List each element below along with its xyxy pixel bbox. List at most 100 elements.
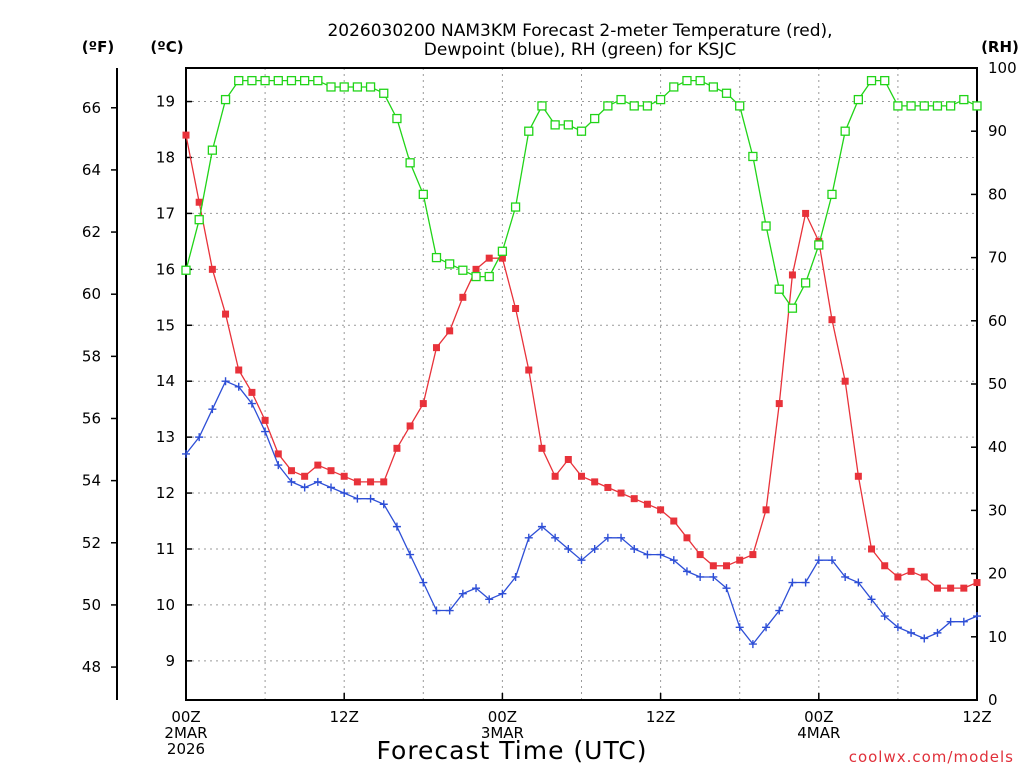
temperature-point (512, 304, 520, 312)
dewpoint-point (696, 572, 705, 581)
rh-point (299, 75, 310, 86)
temperature-point (327, 467, 335, 475)
celsius-tick-label: 12 (156, 484, 175, 502)
series-temperature (182, 131, 981, 592)
rh-tick-label: 0 (988, 691, 998, 709)
dewpoint-point (946, 617, 955, 626)
temperature-point (973, 579, 981, 587)
rh-point (260, 75, 270, 86)
temperature-point (182, 131, 190, 139)
fahrenheit-tick-label: 64 (82, 161, 101, 179)
dewpoint-point (959, 617, 968, 626)
rh-point (471, 271, 481, 282)
fahrenheit-tick-label: 62 (82, 223, 101, 241)
rh-point (326, 82, 336, 92)
dewpoint-point (406, 550, 415, 559)
rh-point (181, 265, 191, 275)
rh-point (642, 101, 653, 111)
rh-point (629, 101, 639, 111)
dewpoint-point (498, 589, 507, 598)
dewpoint-point (682, 567, 691, 576)
temperature-point (432, 344, 440, 352)
rh-point (735, 101, 745, 111)
x-tick-label: 3MAR (481, 724, 524, 742)
dewpoint-point (801, 578, 810, 587)
source-credit: coolwx.com/models (849, 748, 1014, 766)
temperature-point (393, 444, 401, 452)
rh-point (603, 101, 613, 111)
fahrenheit-tick-label: 60 (82, 285, 101, 303)
temperature-point (947, 584, 955, 592)
dewpoint-point (458, 589, 467, 598)
rh-point (893, 101, 903, 111)
temperature-point (881, 562, 889, 570)
rh-point (313, 75, 323, 86)
x-tick-label: 00Z (804, 708, 833, 726)
temperature-point (222, 310, 230, 318)
dewpoint-point (287, 477, 296, 486)
rh-tick-label: 90 (988, 122, 1007, 140)
temperature-point (525, 366, 533, 374)
rh-point (761, 221, 771, 231)
dewpoint-point (735, 623, 744, 632)
dewpoint-point (392, 522, 401, 531)
rh-point (945, 101, 956, 111)
dewpoint-point (933, 628, 942, 637)
dewpoint-point (603, 533, 612, 542)
temperature-point (841, 377, 849, 385)
temperature-point (274, 450, 282, 458)
rh-point (800, 278, 811, 288)
celsius-tick-label: 18 (156, 148, 175, 166)
dewpoint-point (379, 500, 388, 509)
dewpoint-point (564, 544, 573, 553)
chart-title-line2: Dewpoint (blue), RH (green) for KSJC (424, 40, 736, 60)
dewpoint-point (590, 544, 599, 553)
temperature-point (301, 472, 309, 480)
x-tick-label: 12Z (962, 708, 991, 726)
temperature-point (459, 293, 467, 301)
dewpoint-point (775, 606, 784, 615)
dewpoint-point (195, 433, 204, 442)
dewpoint-point (261, 427, 270, 436)
rh-point (590, 113, 600, 124)
rh-point (787, 303, 798, 313)
axes: 48 50 52 54 56 58 60 62 64 66 9 10 11 12 13 14 15 16 17 18 1… (82, 59, 1017, 758)
rh-point (866, 75, 877, 86)
temperature-point (960, 584, 968, 592)
dewpoint-point (432, 606, 441, 615)
temperature-point (749, 551, 757, 559)
fahrenheit-tick-label: 58 (82, 347, 101, 365)
x-tick-label: 12Z (330, 708, 359, 726)
rh-point (708, 82, 718, 92)
dewpoint-point (340, 489, 349, 498)
fahrenheit-tick-label: 48 (82, 658, 101, 676)
dewpoint-point (630, 544, 639, 553)
rh-point (247, 75, 257, 86)
dewpoint-point (419, 578, 428, 587)
dewpoint-point (247, 399, 256, 408)
temperature-point (287, 467, 295, 475)
rh-point (669, 82, 679, 92)
dewpoint-point (577, 556, 586, 565)
temperature-point (617, 489, 625, 497)
rh-point (497, 246, 508, 256)
rh-tick-label: 10 (988, 628, 1007, 646)
temperature-point (736, 556, 744, 564)
dewpoint-point (445, 606, 454, 615)
x-tick-label: 2MAR (164, 724, 207, 742)
temperature-point (485, 254, 493, 262)
dewpoint-point (827, 556, 836, 565)
grid-lines (186, 68, 977, 700)
rh-point (220, 94, 231, 105)
temperature-point (802, 209, 810, 217)
dewpoint-point (841, 572, 850, 581)
rh-point (339, 82, 349, 92)
rh-point (405, 158, 415, 168)
rh-point (418, 189, 428, 200)
x-axis-title: Forecast Time (UTC) (377, 736, 648, 765)
temperature-point (775, 400, 783, 408)
dewpoint-point (234, 382, 243, 391)
x-tick-label: 00Z (488, 708, 517, 726)
temperature-point (907, 567, 915, 575)
dewpoint-point (893, 623, 902, 632)
